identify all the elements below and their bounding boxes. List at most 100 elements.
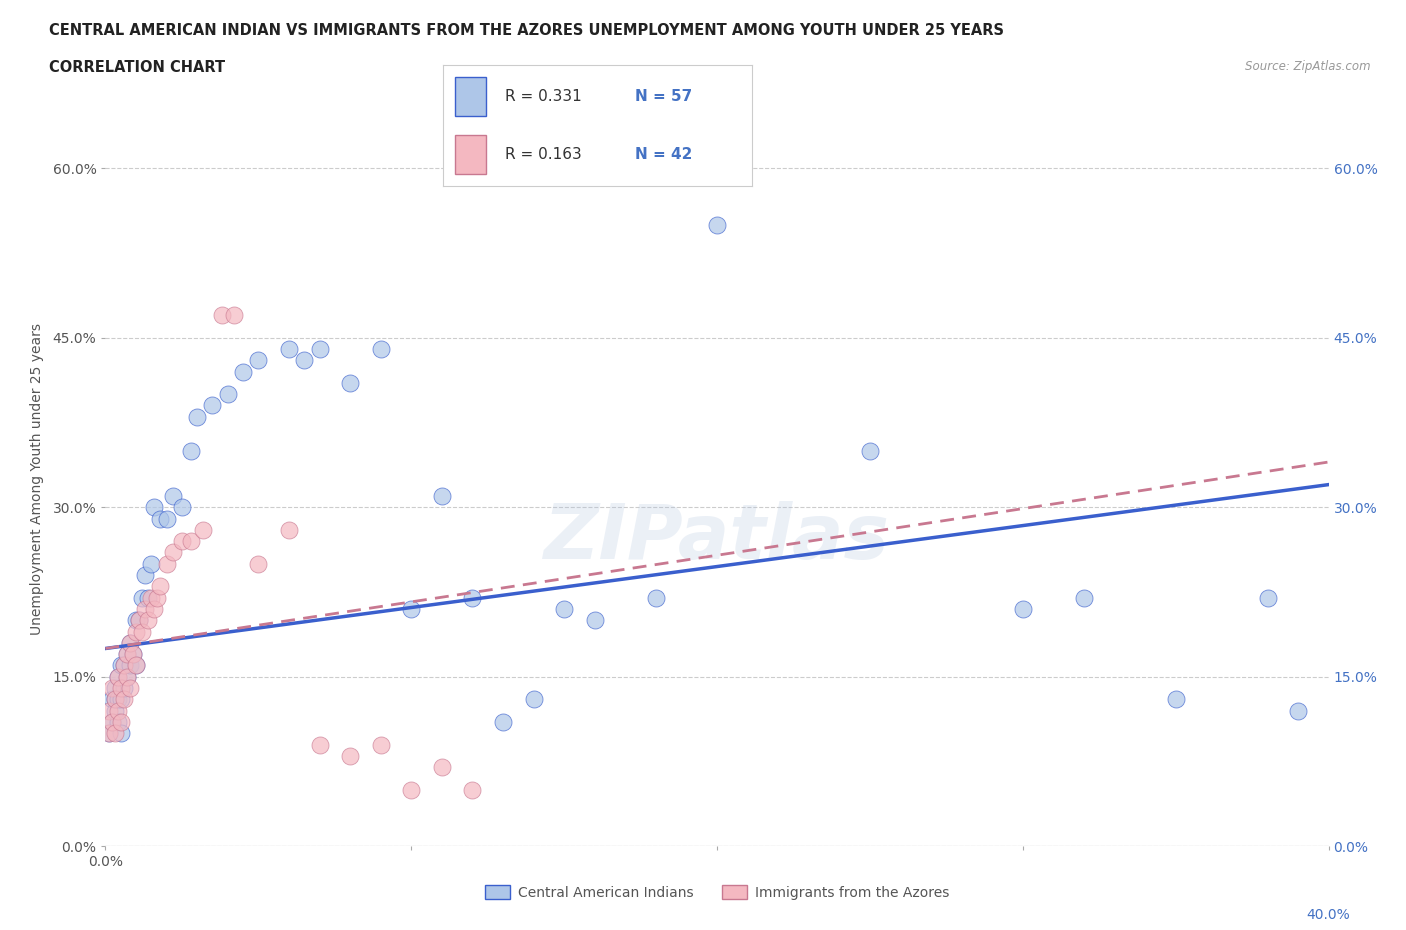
- Point: [308, 341, 330, 356]
- Point: [149, 512, 172, 526]
- Point: [1073, 591, 1095, 605]
- FancyBboxPatch shape: [456, 135, 486, 174]
- Point: [107, 670, 129, 684]
- Point: [461, 782, 484, 797]
- Point: [492, 714, 515, 729]
- Point: [134, 602, 156, 617]
- Point: [217, 387, 239, 402]
- Point: [149, 578, 172, 593]
- Point: [107, 692, 129, 707]
- Point: [128, 613, 150, 628]
- Point: [118, 681, 141, 696]
- Point: [97, 725, 120, 740]
- Point: [104, 681, 127, 696]
- Point: [131, 624, 153, 639]
- Point: [107, 670, 129, 684]
- Legend: Central American Indians, Immigrants from the Azores: Central American Indians, Immigrants fro…: [479, 880, 955, 906]
- Point: [180, 534, 202, 549]
- Point: [97, 703, 120, 718]
- Point: [247, 352, 270, 367]
- Point: [110, 658, 132, 673]
- Point: [370, 737, 392, 752]
- Text: CENTRAL AMERICAN INDIAN VS IMMIGRANTS FROM THE AZORES UNEMPLOYMENT AMONG YOUTH U: CENTRAL AMERICAN INDIAN VS IMMIGRANTS FR…: [49, 23, 1004, 38]
- Y-axis label: Unemployment Among Youth under 25 years: Unemployment Among Youth under 25 years: [30, 323, 44, 635]
- Point: [162, 488, 184, 503]
- Point: [162, 545, 184, 560]
- Point: [180, 444, 202, 458]
- Point: [143, 602, 166, 617]
- Point: [115, 646, 138, 661]
- Point: [122, 646, 145, 661]
- Point: [1011, 602, 1033, 617]
- Point: [155, 556, 177, 571]
- Point: [583, 613, 606, 628]
- Point: [247, 556, 270, 571]
- Point: [110, 681, 132, 696]
- Point: [292, 352, 315, 367]
- Point: [141, 556, 163, 571]
- Point: [118, 635, 141, 650]
- Point: [107, 714, 129, 729]
- FancyBboxPatch shape: [456, 77, 486, 116]
- Point: [278, 341, 301, 356]
- Point: [122, 646, 145, 661]
- Point: [170, 499, 193, 514]
- Point: [644, 591, 666, 605]
- Point: [115, 670, 138, 684]
- Point: [100, 681, 122, 696]
- Point: [115, 646, 138, 661]
- Point: [859, 444, 882, 458]
- Point: [100, 714, 122, 729]
- Point: [128, 613, 150, 628]
- Point: [112, 692, 135, 707]
- Point: [430, 488, 453, 503]
- Point: [115, 670, 138, 684]
- Point: [232, 365, 254, 379]
- Point: [112, 658, 135, 673]
- Point: [134, 567, 156, 582]
- Point: [125, 658, 148, 673]
- Point: [1164, 692, 1187, 707]
- Point: [339, 749, 361, 764]
- Point: [430, 760, 453, 775]
- Point: [401, 782, 423, 797]
- Text: N = 42: N = 42: [634, 147, 692, 162]
- Point: [339, 376, 361, 391]
- Text: ZIPatlas: ZIPatlas: [544, 500, 890, 575]
- Point: [118, 658, 141, 673]
- Point: [104, 725, 127, 740]
- Point: [100, 692, 122, 707]
- Point: [523, 692, 546, 707]
- Point: [131, 591, 153, 605]
- Point: [461, 591, 484, 605]
- Point: [170, 534, 193, 549]
- Point: [125, 658, 148, 673]
- Point: [100, 714, 122, 729]
- Point: [110, 692, 132, 707]
- Point: [370, 341, 392, 356]
- Point: [222, 308, 245, 323]
- Text: R = 0.331: R = 0.331: [505, 89, 582, 104]
- Point: [112, 658, 135, 673]
- Point: [553, 602, 575, 617]
- Point: [201, 398, 224, 413]
- Point: [104, 692, 127, 707]
- Text: Source: ZipAtlas.com: Source: ZipAtlas.com: [1246, 60, 1371, 73]
- Point: [1286, 703, 1309, 718]
- Text: N = 57: N = 57: [634, 89, 692, 104]
- Point: [118, 635, 141, 650]
- Point: [186, 409, 208, 424]
- Text: R = 0.163: R = 0.163: [505, 147, 582, 162]
- Point: [401, 602, 423, 617]
- Point: [107, 703, 129, 718]
- Point: [1256, 591, 1278, 605]
- Point: [104, 692, 127, 707]
- Point: [110, 725, 132, 740]
- Point: [146, 591, 169, 605]
- Point: [155, 512, 177, 526]
- Point: [193, 523, 215, 538]
- Point: [125, 624, 148, 639]
- Point: [110, 714, 132, 729]
- Point: [211, 308, 233, 323]
- Point: [143, 499, 166, 514]
